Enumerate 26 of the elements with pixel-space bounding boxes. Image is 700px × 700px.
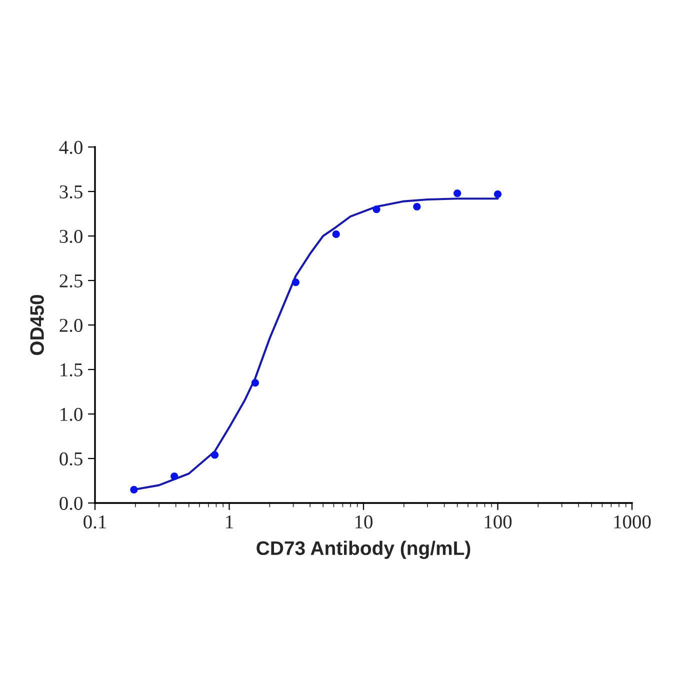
- point: [494, 190, 502, 198]
- x-tick-label: 10: [355, 515, 372, 528]
- y-tick-label: 3.5: [60, 185, 82, 199]
- y-axis-title: OD450: [30, 294, 44, 356]
- y-tick-label: 2.0: [60, 318, 82, 332]
- point: [292, 278, 300, 286]
- point: [413, 202, 421, 210]
- point: [210, 451, 219, 459]
- point: [372, 205, 380, 214]
- y-tick-label: 1.5: [60, 363, 82, 377]
- y-tick-label: 0.5: [60, 452, 82, 466]
- x-tick-label: 0.1: [84, 515, 106, 529]
- y-tick-label: 0.0: [60, 496, 82, 510]
- x-tick-label: 100: [484, 515, 512, 528]
- point: [170, 472, 178, 480]
- x-tick-label: 1: [226, 515, 233, 528]
- point: [130, 486, 138, 494]
- point: [454, 189, 462, 198]
- x-tick-label: 1000: [614, 515, 651, 528]
- x-axis-title: CD73 Antibody (ng/mL): [256, 540, 470, 559]
- point: [251, 379, 259, 387]
- y-tick-label: 1.0: [60, 408, 82, 422]
- y-tick-label: 2.5: [60, 274, 82, 288]
- y-tick-label: 4.0: [59, 140, 82, 154]
- point: [332, 230, 340, 238]
- y-tick-label: 3.0: [60, 230, 82, 244]
